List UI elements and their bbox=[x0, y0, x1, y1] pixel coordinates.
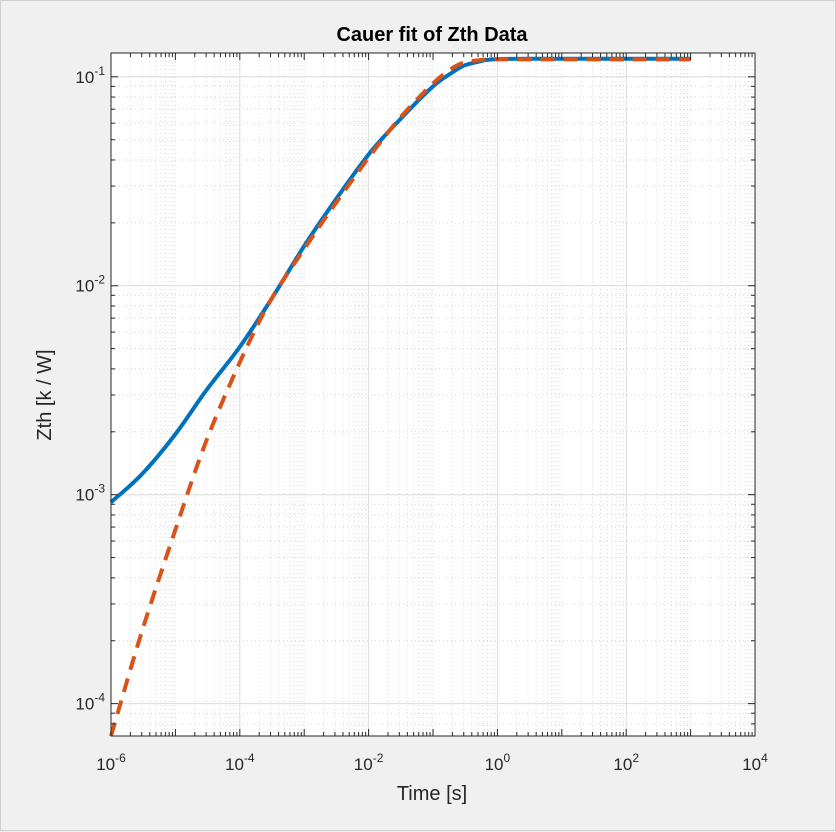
x-tick-base: 10 bbox=[354, 755, 373, 774]
y-tick-label: 10-4 bbox=[75, 691, 105, 714]
y-tick-exponent: -2 bbox=[94, 273, 105, 287]
y-tick-base: 10 bbox=[75, 486, 94, 505]
x-tick-labels: 10-6 10-4 10-2 100 102 104 bbox=[96, 751, 768, 774]
x-tick-label: 10-4 bbox=[225, 751, 255, 774]
y-tick-base: 10 bbox=[75, 68, 94, 87]
x-tick-exponent: 4 bbox=[761, 751, 768, 765]
y-tick-labels: 10-410-310-210-1 bbox=[75, 64, 105, 714]
y-tick-base: 10 bbox=[75, 277, 94, 296]
y-tick-label: 10-2 bbox=[75, 273, 105, 296]
series-layer bbox=[109, 56, 691, 737]
chart-title: Cauer fit of Zth Data bbox=[336, 24, 528, 46]
x-tick-exponent: -4 bbox=[244, 751, 255, 765]
y-tick-label: 10-3 bbox=[75, 482, 105, 505]
tick-marks bbox=[110, 53, 755, 737]
y-tick-exponent: -1 bbox=[94, 64, 105, 78]
y-tick-base: 10 bbox=[75, 695, 94, 714]
y-tick-label: 10-1 bbox=[75, 64, 105, 87]
y-axis-label: Zth [k / W] bbox=[34, 349, 56, 440]
x-tick-exponent: -2 bbox=[373, 751, 384, 765]
fit-series-line bbox=[109, 57, 691, 737]
x-tick-exponent: 2 bbox=[632, 751, 639, 765]
y-tick-exponent: -3 bbox=[94, 482, 105, 496]
x-tick-label: 100 bbox=[485, 751, 511, 774]
x-tick-label: 10-2 bbox=[354, 751, 384, 774]
x-axis-label: Time [s] bbox=[397, 783, 467, 805]
y-tick-exponent: -4 bbox=[94, 691, 105, 705]
x-tick-label: 102 bbox=[613, 751, 639, 774]
x-tick-label: 10-6 bbox=[96, 751, 126, 774]
x-tick-base: 10 bbox=[613, 755, 632, 774]
x-tick-base: 10 bbox=[96, 755, 115, 774]
x-tick-base: 10 bbox=[485, 755, 504, 774]
x-tick-label: 104 bbox=[742, 751, 768, 774]
x-tick-base: 10 bbox=[225, 755, 244, 774]
plot-area bbox=[111, 53, 755, 736]
x-tick-exponent: -6 bbox=[115, 751, 126, 765]
x-tick-exponent: 0 bbox=[504, 751, 511, 765]
x-tick-base: 10 bbox=[742, 755, 761, 774]
